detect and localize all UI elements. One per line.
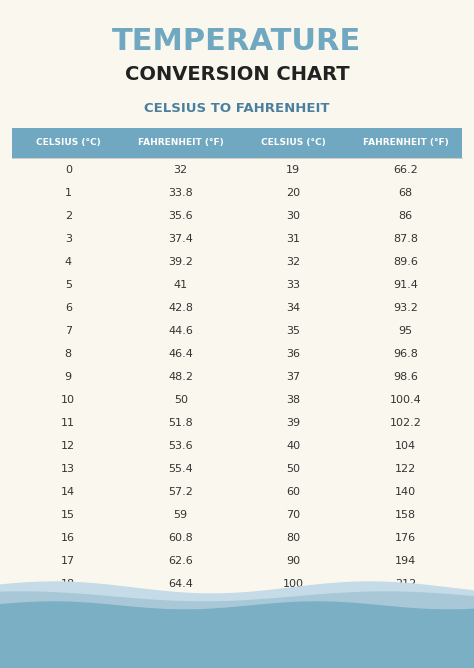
Text: 33: 33 <box>286 280 300 290</box>
Text: 46.4: 46.4 <box>168 349 193 359</box>
Text: 80: 80 <box>286 533 301 543</box>
Text: 31: 31 <box>286 234 300 244</box>
Text: 17: 17 <box>61 556 75 566</box>
Text: 32: 32 <box>286 257 301 267</box>
Text: 40: 40 <box>286 441 301 451</box>
Text: 38: 38 <box>286 395 301 405</box>
Text: 37: 37 <box>286 372 301 382</box>
Text: 104: 104 <box>395 441 416 451</box>
Text: 13: 13 <box>61 464 75 474</box>
Text: 98.6: 98.6 <box>393 372 418 382</box>
Text: 1: 1 <box>65 188 72 198</box>
Text: 64.4: 64.4 <box>168 579 193 589</box>
Text: 50: 50 <box>174 395 188 405</box>
Text: 102.2: 102.2 <box>390 418 422 428</box>
Text: 14: 14 <box>61 487 75 497</box>
Text: 32: 32 <box>173 164 188 174</box>
Text: CELSIUS (°C): CELSIUS (°C) <box>261 138 326 148</box>
Text: 33.8: 33.8 <box>168 188 193 198</box>
Text: 7: 7 <box>64 326 72 336</box>
Text: 57.2: 57.2 <box>168 487 193 497</box>
Text: CONVERSION CHART: CONVERSION CHART <box>125 65 349 84</box>
Text: 60.8: 60.8 <box>168 533 193 543</box>
Text: 70: 70 <box>286 510 301 520</box>
Text: 59: 59 <box>173 510 188 520</box>
Text: 95: 95 <box>399 326 413 336</box>
Text: 60: 60 <box>286 487 300 497</box>
Text: 35.6: 35.6 <box>168 210 193 220</box>
Text: 100: 100 <box>283 579 304 589</box>
Text: 6: 6 <box>65 303 72 313</box>
Text: 89.6: 89.6 <box>393 257 418 267</box>
Text: 100.4: 100.4 <box>390 395 422 405</box>
Text: 50: 50 <box>286 464 300 474</box>
Text: 11: 11 <box>61 418 75 428</box>
Text: 19: 19 <box>286 164 301 174</box>
Text: 62.6: 62.6 <box>168 556 193 566</box>
Text: 66.2: 66.2 <box>393 164 418 174</box>
Text: 51.8: 51.8 <box>168 418 193 428</box>
Text: 2: 2 <box>64 210 72 220</box>
Text: 20: 20 <box>286 188 301 198</box>
Text: 55.4: 55.4 <box>168 464 193 474</box>
Text: 41: 41 <box>173 280 188 290</box>
Text: 68: 68 <box>399 188 413 198</box>
Text: 12: 12 <box>61 441 75 451</box>
Text: 36: 36 <box>286 349 300 359</box>
Text: 194: 194 <box>395 556 416 566</box>
Text: 30: 30 <box>286 210 300 220</box>
Text: 39.2: 39.2 <box>168 257 193 267</box>
Text: 0: 0 <box>65 164 72 174</box>
Text: 4: 4 <box>64 257 72 267</box>
Text: 39: 39 <box>286 418 301 428</box>
Text: 15: 15 <box>61 510 75 520</box>
Text: 122: 122 <box>395 464 416 474</box>
Text: 96.8: 96.8 <box>393 349 418 359</box>
Text: 53.6: 53.6 <box>168 441 193 451</box>
Text: 44.6: 44.6 <box>168 326 193 336</box>
Text: 10: 10 <box>61 395 75 405</box>
Text: FAHRENHEIT (°F): FAHRENHEIT (°F) <box>138 138 224 148</box>
Text: 87.8: 87.8 <box>393 234 418 244</box>
Text: 8: 8 <box>64 349 72 359</box>
Bar <box>12 128 462 158</box>
Text: 140: 140 <box>395 487 416 497</box>
Text: 86: 86 <box>399 210 413 220</box>
Text: 93.2: 93.2 <box>393 303 418 313</box>
Text: 35: 35 <box>286 326 300 336</box>
Text: 158: 158 <box>395 510 416 520</box>
Text: TEMPERATURE: TEMPERATURE <box>112 27 362 57</box>
Text: 48.2: 48.2 <box>168 372 193 382</box>
Text: 90: 90 <box>286 556 301 566</box>
Text: FAHRENHEIT (°F): FAHRENHEIT (°F) <box>363 138 448 148</box>
Text: 91.4: 91.4 <box>393 280 418 290</box>
Text: 16: 16 <box>61 533 75 543</box>
Text: 37.4: 37.4 <box>168 234 193 244</box>
Text: 176: 176 <box>395 533 416 543</box>
Text: 42.8: 42.8 <box>168 303 193 313</box>
Text: CELSIUS TO FAHRENHEIT: CELSIUS TO FAHRENHEIT <box>144 102 330 114</box>
Text: 212: 212 <box>395 579 416 589</box>
Text: 18: 18 <box>61 579 75 589</box>
Text: 3: 3 <box>65 234 72 244</box>
Text: 9: 9 <box>64 372 72 382</box>
Text: CELSIUS (°C): CELSIUS (°C) <box>36 138 100 148</box>
Text: 34: 34 <box>286 303 301 313</box>
Text: 5: 5 <box>65 280 72 290</box>
